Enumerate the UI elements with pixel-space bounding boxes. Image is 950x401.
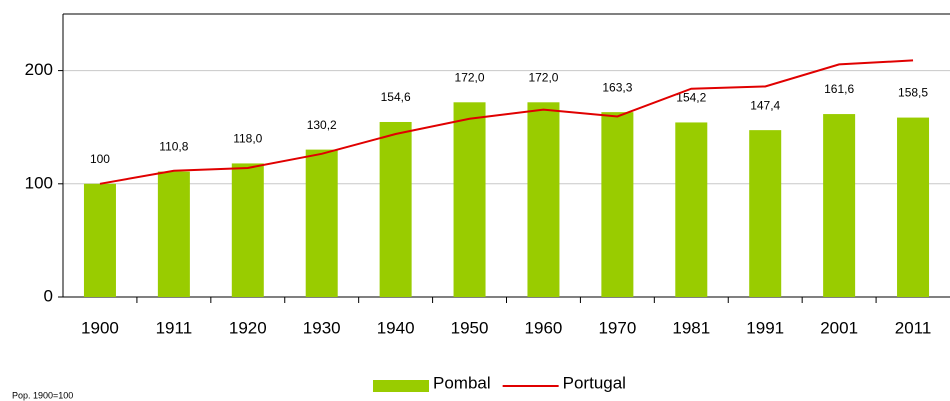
x-tick-label: 1970 — [598, 318, 636, 337]
bar — [823, 114, 856, 297]
bar — [527, 102, 560, 298]
x-tick-label: 1940 — [377, 318, 415, 337]
legend-swatch — [373, 380, 429, 392]
x-tick-label: 2001 — [820, 318, 858, 337]
data-label: 110,8 — [159, 140, 188, 154]
x-tick-label: 1920 — [229, 318, 267, 337]
bar — [749, 130, 782, 297]
y-tick-label: 200 — [25, 60, 53, 79]
data-label: 161,6 — [824, 82, 854, 96]
data-label: 172,0 — [528, 70, 558, 84]
data-label: 163,3 — [602, 80, 632, 94]
data-label: 154,6 — [381, 90, 411, 104]
data-label: 130,2 — [307, 118, 337, 132]
bar — [231, 163, 264, 297]
x-tick-label: 1900 — [81, 318, 119, 337]
data-label: 118,0 — [233, 132, 262, 146]
bar — [305, 149, 338, 297]
data-label: 158,5 — [898, 86, 928, 100]
data-label: 172,0 — [455, 70, 485, 84]
data-label: 100 — [90, 152, 110, 166]
y-tick-label: 100 — [25, 173, 53, 192]
x-tick-label: 1911 — [156, 318, 193, 337]
x-tick-label: 1981 — [672, 318, 710, 337]
y-tick-label: 0 — [44, 286, 53, 305]
x-tick-label: 1991 — [746, 318, 784, 337]
legend-label: Portugal — [563, 373, 626, 392]
bar — [675, 122, 708, 297]
x-tick-label: 1950 — [451, 318, 489, 337]
bar — [379, 121, 412, 297]
note: Pop. 1900=100 — [12, 390, 73, 400]
bar — [601, 112, 634, 297]
x-tick-label: 1960 — [525, 318, 563, 337]
bar — [897, 117, 930, 297]
x-tick-label: 2011 — [895, 318, 932, 337]
data-label: 154,2 — [676, 91, 706, 105]
bar — [453, 102, 486, 298]
x-tick-label: 1930 — [303, 318, 341, 337]
legend-label: Pombal — [433, 373, 491, 392]
bar — [83, 183, 116, 297]
data-label: 147,4 — [750, 98, 780, 112]
line — [99, 59, 914, 185]
bar — [157, 171, 190, 297]
